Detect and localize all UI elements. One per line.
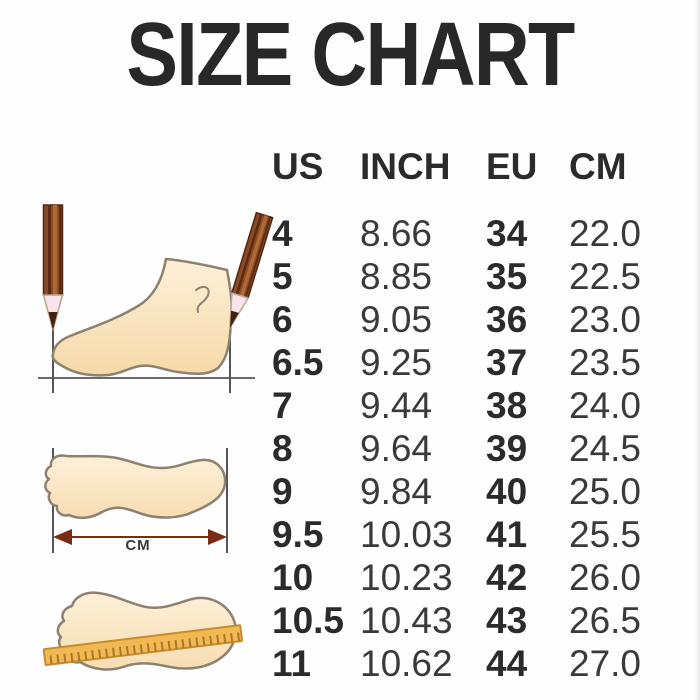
- cell-eu: 40: [486, 471, 528, 512]
- column-header-cm: CM: [569, 146, 627, 187]
- pencil-right-icon: [229, 211, 274, 329]
- cell-eu: 37: [486, 342, 528, 383]
- length-unit-label: CM: [125, 537, 151, 554]
- cell-cm: 23.5: [569, 342, 642, 383]
- cell-us: 11: [272, 643, 312, 684]
- cell-inch: 10.23: [360, 557, 453, 598]
- cell-inch: 10.62: [360, 643, 453, 684]
- table-row: 9 9.84 40 25.0: [272, 470, 672, 513]
- table-row: 6 9.05 36 23.0: [272, 298, 672, 341]
- cell-eu: 39: [486, 428, 528, 469]
- cell-us: 5: [272, 256, 293, 297]
- cell-cm: 23.0: [569, 299, 642, 340]
- cell-us: 10.5: [272, 600, 345, 641]
- column-header-eu: EU: [486, 146, 538, 187]
- foot-outline: [51, 257, 233, 377]
- table-row: 5 8.85 35 22.5: [272, 255, 672, 298]
- table-row: 10 10.23 42 26.0: [272, 556, 672, 599]
- cell-inch: 9.64: [360, 428, 433, 469]
- cell-us: 4: [272, 213, 293, 254]
- cell-eu: 43: [486, 600, 528, 641]
- cell-cm: 24.5: [569, 428, 642, 469]
- table-row: 6.5 9.25 37 23.5: [272, 341, 672, 384]
- cell-cm: 25.0: [569, 471, 642, 512]
- cell-inch: 10.43: [360, 600, 453, 641]
- ruler-icon: [42, 624, 244, 667]
- cell-eu: 34: [486, 213, 528, 254]
- cell-us: 6: [272, 299, 293, 340]
- table-row: 9.5 10.03 41 25.5: [272, 513, 672, 556]
- cell-cm: 22.5: [569, 256, 642, 297]
- footprint-ruler-illustration: [42, 591, 244, 671]
- table-body: 4 8.66 34 22.0 5 8.85 35 22.5 6 9.05 36 …: [272, 212, 672, 685]
- cell-inch: 8.66: [360, 213, 433, 254]
- footprint-length-illustration: [44, 448, 228, 553]
- footprint-outline: [44, 454, 227, 520]
- cell-inch: 9.05: [360, 299, 433, 340]
- table-row: 8 9.64 39 24.5: [272, 427, 672, 470]
- cell-inch: 8.85: [360, 256, 433, 297]
- cell-eu: 35: [486, 256, 528, 297]
- cell-cm: 25.5: [569, 514, 642, 555]
- pencil-left-icon: [42, 204, 64, 331]
- column-header-inch: INCH: [360, 146, 451, 187]
- cell-cm: 26.0: [569, 557, 642, 598]
- cell-inch: 9.25: [360, 342, 433, 383]
- cell-eu: 44: [486, 643, 528, 684]
- scan-edge-artifact: [695, 0, 700, 700]
- table-row: 4 8.66 34 22.0: [272, 212, 672, 255]
- table-header-row: US INCH EU CM: [272, 146, 672, 188]
- cell-cm: 24.0: [569, 385, 642, 426]
- column-header-us: US: [272, 146, 324, 187]
- cell-us: 6.5: [272, 342, 324, 383]
- cell-eu: 38: [486, 385, 528, 426]
- cell-inch: 10.03: [360, 514, 453, 555]
- cell-cm: 22.0: [569, 213, 642, 254]
- table-row: 11 10.62 44 27.0: [272, 642, 672, 685]
- ankle-mark: [195, 286, 210, 313]
- table-row: 10.5 10.43 43 26.5: [272, 599, 672, 642]
- cell-us: 9.5: [272, 514, 324, 555]
- length-arrow-icon: [53, 529, 227, 545]
- cell-us: 7: [272, 385, 293, 426]
- cell-eu: 36: [486, 299, 528, 340]
- cell-us: 8: [272, 428, 293, 469]
- cell-cm: 26.5: [569, 600, 642, 641]
- table-row: 7 9.44 38 24.0: [272, 384, 672, 427]
- cell-inch: 9.44: [360, 385, 433, 426]
- page-title: SIZE CHART: [126, 5, 575, 105]
- foot-side-measure-illustration: [38, 204, 274, 393]
- cell-eu: 42: [486, 557, 528, 598]
- cell-us: 9: [272, 471, 293, 512]
- cell-eu: 41: [486, 514, 528, 555]
- size-conversion-table: US INCH EU CM 4 8.66 34 22.0 5 8.85 35 2…: [272, 146, 672, 685]
- cell-inch: 9.84: [360, 471, 433, 512]
- cell-us: 10: [272, 557, 314, 598]
- cell-cm: 27.0: [569, 643, 642, 684]
